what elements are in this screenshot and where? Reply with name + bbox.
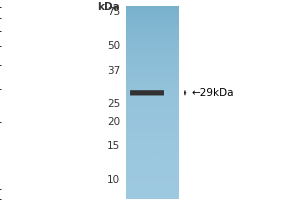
Text: ←29kDa: ←29kDa [192, 88, 234, 98]
Text: 20: 20 [107, 117, 120, 127]
FancyBboxPatch shape [130, 90, 164, 95]
Text: 50: 50 [107, 41, 120, 51]
Text: 25: 25 [107, 99, 120, 109]
Text: kDa: kDa [98, 2, 120, 12]
Text: 15: 15 [107, 141, 120, 151]
Text: 10: 10 [107, 175, 120, 185]
Text: 75: 75 [107, 7, 120, 17]
Text: 37: 37 [107, 66, 120, 76]
